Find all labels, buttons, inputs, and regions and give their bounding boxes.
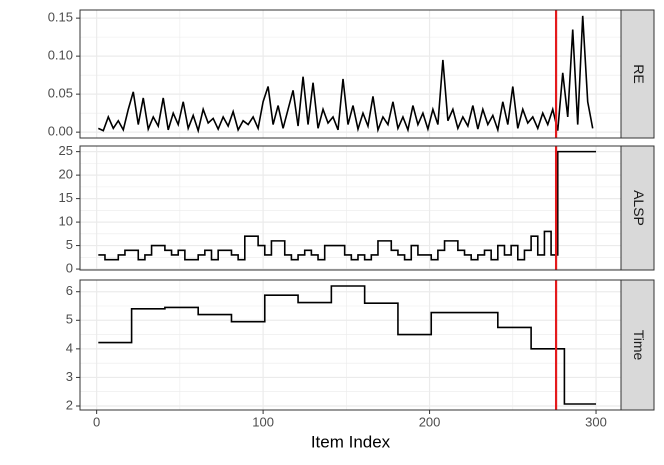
facet-strip	[620, 9, 655, 139]
facet-label: RE	[631, 64, 647, 83]
y-tick-label: 0.10	[48, 48, 73, 63]
data-line	[98, 150, 597, 261]
y-tick-label: 10	[59, 214, 73, 229]
y-tick-label: 15	[59, 190, 73, 205]
x-tick-label: 200	[419, 414, 441, 429]
y-tick-label: 3	[66, 369, 73, 384]
y-tick-label: 25	[59, 143, 73, 158]
facet-strip	[620, 145, 655, 271]
y-tick-label: 0.05	[48, 86, 73, 101]
y-tick-label: 0.15	[48, 10, 73, 25]
y-tick-label: 0.00	[48, 124, 73, 139]
data-line	[97, 15, 594, 134]
y-tick-label: 6	[66, 283, 73, 298]
facet-label: Time	[631, 330, 647, 361]
x-tick-label: 100	[252, 414, 274, 429]
y-tick-label: 2	[66, 397, 73, 412]
y-tick-label: 5	[66, 312, 73, 327]
y-tick-label: 5	[66, 237, 73, 252]
y-tick-label: 20	[59, 167, 73, 182]
facet-label: ALSP	[631, 190, 647, 226]
x-tick-label: 300	[585, 414, 607, 429]
panel-background	[80, 10, 621, 138]
facet-strip	[620, 279, 655, 411]
x-tick-label: 0	[93, 414, 100, 429]
y-tick-label: 0	[66, 260, 73, 275]
data-line	[98, 285, 597, 405]
x-axis-label: Item Index	[311, 432, 391, 451]
panel-background	[80, 280, 621, 410]
panel-background	[80, 146, 621, 270]
y-tick-label: 4	[66, 340, 73, 355]
